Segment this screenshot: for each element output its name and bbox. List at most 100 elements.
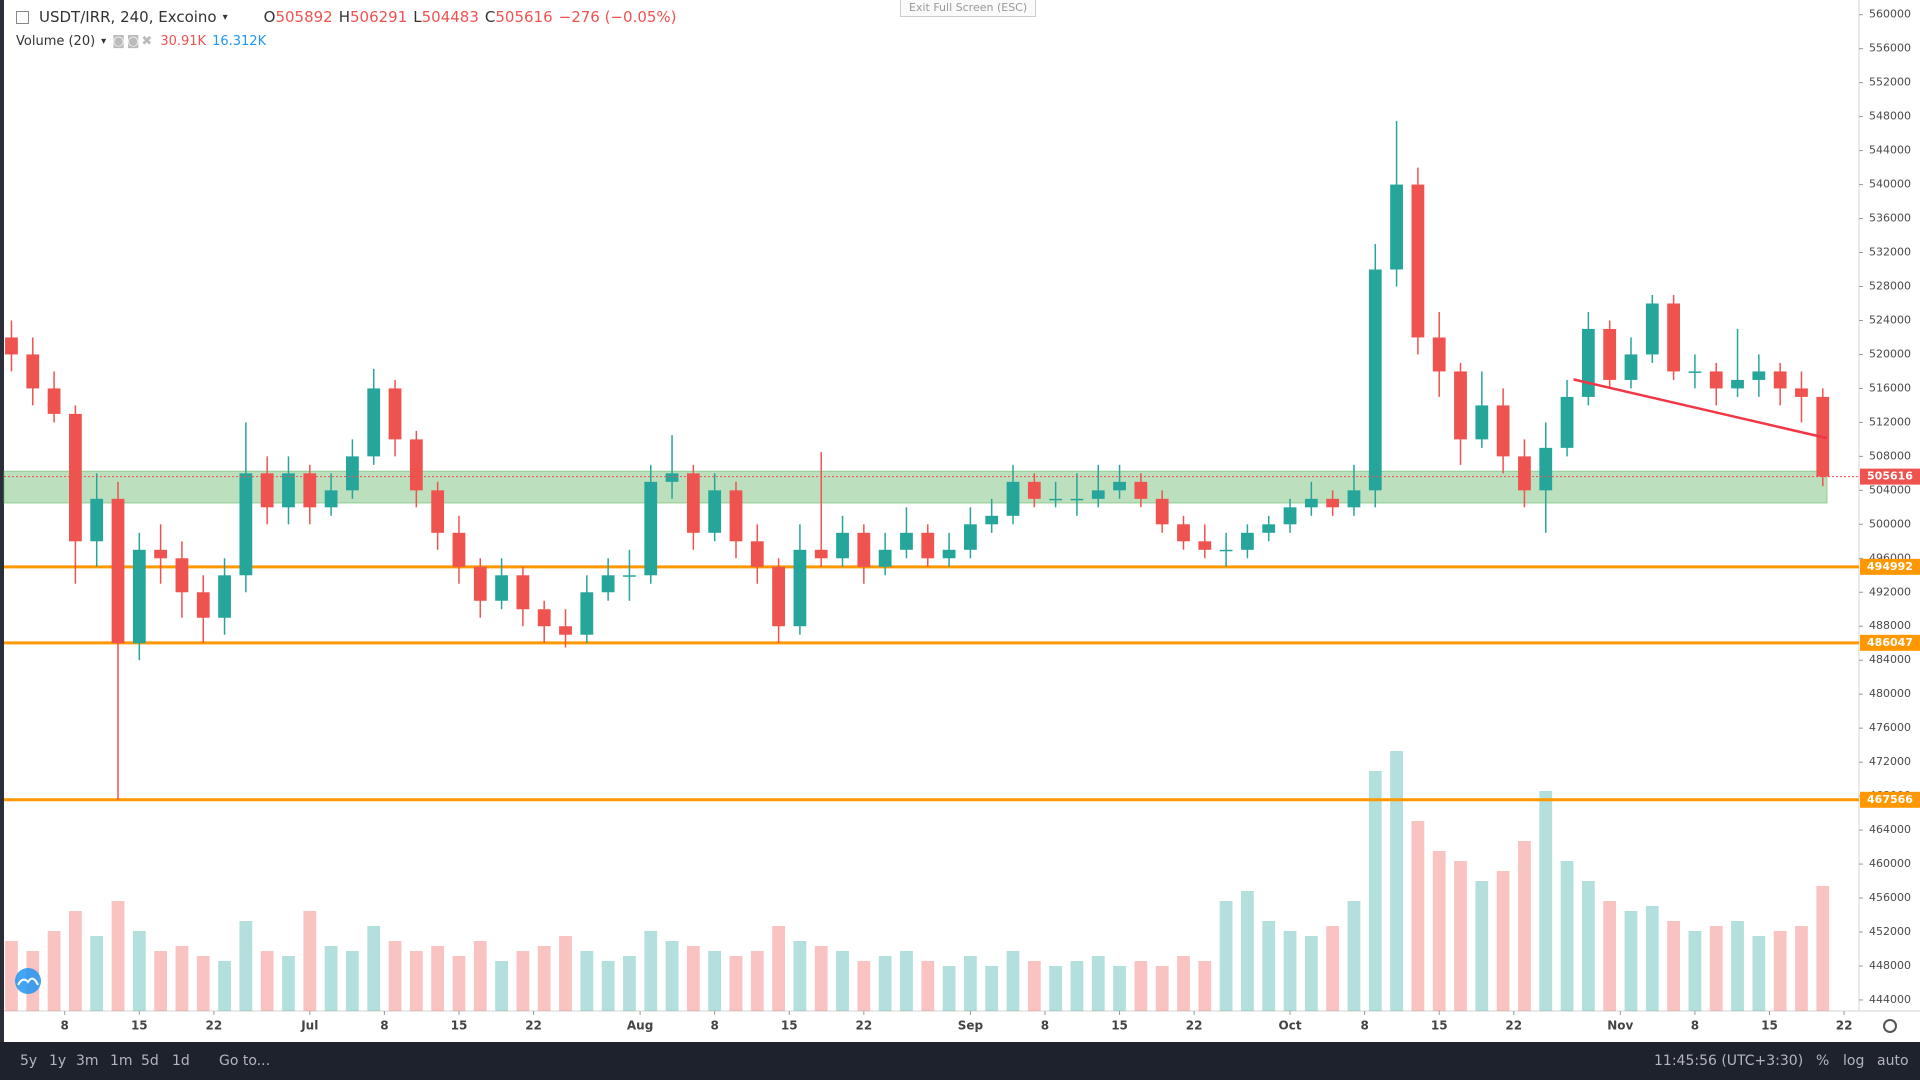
candle-body: [878, 549, 892, 567]
ohlc-value: 506291: [350, 8, 408, 26]
candle-body: [814, 549, 828, 559]
level-label-box: [1860, 558, 1920, 575]
range-button[interactable]: 1y: [49, 1053, 67, 1069]
volume-bar: [942, 966, 956, 1011]
volume-bar: [1241, 891, 1254, 1011]
volume-bar: [537, 946, 551, 1011]
volume-bar: [473, 941, 487, 1011]
candle-body: [1475, 405, 1489, 440]
candle-body: [1539, 447, 1553, 491]
support-zone: [3, 470, 1828, 504]
x-tick-label: 8: [1691, 1019, 1699, 1033]
volume-bar: [772, 926, 785, 1011]
candle-body: [1241, 532, 1254, 550]
x-tick-label: 22: [206, 1019, 223, 1033]
candle-body: [985, 515, 999, 525]
volume-bar: [857, 961, 871, 1011]
volume-bar: [111, 901, 125, 1011]
volume-bar: [516, 951, 530, 1011]
y-tick-label: 540000: [1869, 178, 1911, 191]
x-tick-label: Jul: [300, 1019, 318, 1033]
volume-bar: [5, 941, 18, 1011]
goto-button[interactable]: Go to...: [219, 1053, 271, 1069]
candle-body: [963, 524, 977, 550]
candle-body: [1347, 490, 1361, 508]
range-button[interactable]: 5y: [20, 1053, 38, 1069]
scale-button[interactable]: log: [1843, 1053, 1865, 1069]
candle-body: [1560, 396, 1574, 448]
clock[interactable]: 11:45:56 (UTC+3:30): [1654, 1053, 1804, 1069]
candle-body: [1688, 371, 1702, 373]
volume-title[interactable]: Volume (20): [16, 34, 96, 49]
volume-bar: [1134, 961, 1148, 1011]
x-tick-label: 8: [380, 1019, 388, 1033]
bottom-toolbar: 5y 1y 3m 1m 5d 1d Go to... 11:45:56 (UTC…: [0, 1042, 1920, 1080]
volume-bar: [1432, 851, 1446, 1011]
volume-bar: [1773, 931, 1787, 1011]
volume-bar: [729, 956, 743, 1011]
scale-button[interactable]: %: [1816, 1053, 1830, 1069]
volume-bar: [1155, 966, 1169, 1011]
y-tick-label: 548000: [1869, 110, 1911, 123]
volume-bar: [1518, 841, 1531, 1011]
volume-bar: [303, 911, 317, 1011]
legend-main: USDT/IRR, 240, Excoino ▾ O505892 H506291 …: [16, 8, 677, 26]
x-tick-label: Sep: [958, 1019, 984, 1033]
volume-bar: [1624, 911, 1638, 1011]
exit-fullscreen[interactable]: Exit Full Screen (ESC): [900, 0, 1037, 17]
settings-icon[interactable]: [1883, 1019, 1897, 1033]
volume-bar: [1027, 961, 1041, 1011]
y-tick-label: 544000: [1869, 144, 1911, 157]
candle-body: [1326, 498, 1340, 508]
y-tick-label: 500000: [1869, 517, 1911, 530]
scale-button[interactable]: auto: [1877, 1053, 1909, 1069]
axes: 4440004480004520004560004600004640004680…: [61, 8, 1920, 1033]
x-tick-label: 22: [525, 1019, 542, 1033]
volume-bar: [1091, 956, 1105, 1011]
volume-bar: [1177, 956, 1190, 1011]
candle-body: [452, 532, 466, 567]
range-button[interactable]: 5d: [141, 1053, 159, 1069]
y-tick-label: 536000: [1869, 212, 1911, 225]
volume-bar: [900, 951, 913, 1011]
y-tick-label: 524000: [1869, 313, 1911, 326]
range-button[interactable]: 1d: [172, 1053, 190, 1069]
candle-body: [1091, 490, 1105, 499]
volume-bar: [1816, 886, 1830, 1011]
candle-body: [1731, 379, 1744, 389]
x-tick-label: Aug: [627, 1019, 653, 1033]
dropdown-caret[interactable]: ▾: [222, 11, 228, 23]
y-tick-label: 508000: [1869, 449, 1911, 462]
y-tick-label: 556000: [1869, 42, 1911, 55]
volume-bar: [1390, 751, 1403, 1011]
volume-bar: [1496, 871, 1510, 1011]
legend-volume: Volume (20) ▾ ◙◙✖ 30.91K 16.312K: [16, 34, 266, 49]
volume-bar: [90, 936, 104, 1011]
x-tick-label: 15: [1431, 1019, 1448, 1033]
range-button[interactable]: 3m: [76, 1053, 99, 1069]
candle-body: [750, 541, 764, 567]
collapse-icon[interactable]: [16, 10, 29, 24]
candle-body: [708, 490, 722, 533]
range-button[interactable]: 1m: [110, 1053, 133, 1069]
symbol[interactable]: USDT/IRR, 240, Excoino: [39, 8, 217, 26]
y-tick-label: 560000: [1869, 8, 1911, 21]
candle-body: [1368, 269, 1382, 491]
x-tick-label: 22: [1836, 1019, 1853, 1033]
dropdown-caret[interactable]: ▾: [101, 36, 107, 47]
y-tick-label: 552000: [1869, 76, 1911, 89]
x-tick-label: 8: [1041, 1019, 1049, 1033]
volume-bar: [1581, 881, 1595, 1011]
x-tick-label: 22: [855, 1019, 872, 1033]
candle-body: [1581, 328, 1595, 397]
candle-body: [1049, 498, 1063, 501]
study-icons[interactable]: ◙◙✖: [112, 34, 155, 49]
last-price-box: [1860, 468, 1920, 485]
x-tick-label: 8: [1360, 1019, 1368, 1033]
ohlc-label: H: [338, 8, 350, 26]
level-label: 467566: [1867, 793, 1913, 806]
volume-bar: [985, 966, 999, 1011]
candle-body: [1795, 388, 1808, 397]
candle-body: [1134, 481, 1148, 499]
candle-body: [1752, 371, 1766, 380]
